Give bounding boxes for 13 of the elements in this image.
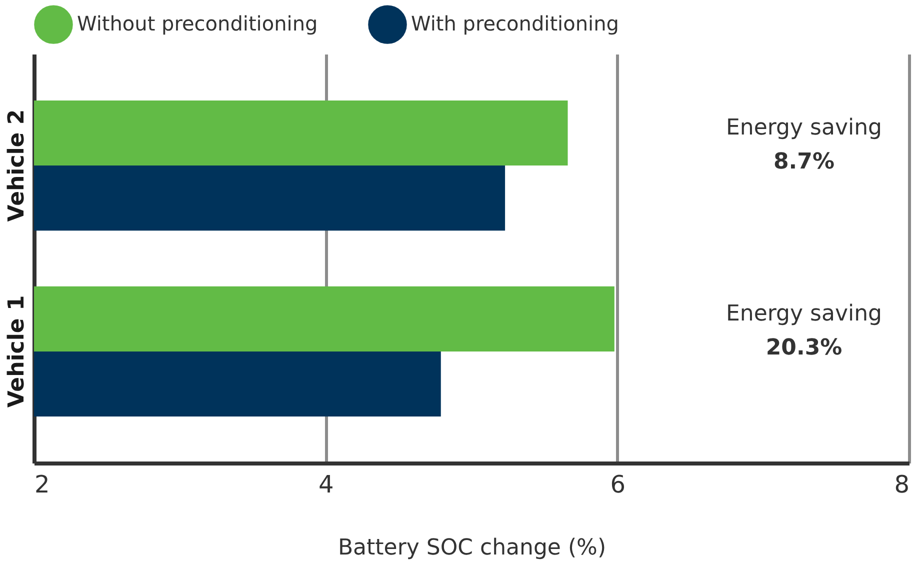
x-tick-label: 8 [894,470,910,498]
x-tick-label: 4 [318,470,334,498]
x-tick-label: 2 [34,470,50,498]
annotation: 8.7% [773,150,835,175]
legend-label: With preconditioning [411,12,619,36]
x-tick-label: 6 [610,470,626,498]
y-tick-label: Vehicle 1 [4,295,30,408]
annotation: Energy saving [726,116,882,141]
x-axis-title: Battery SOC change (%) [338,536,606,560]
y-tick-label: Vehicle 2 [4,109,30,222]
annotation: 20.3% [766,335,842,360]
legend-label: Without preconditioning [77,12,318,36]
annotation: Energy saving [726,301,882,326]
